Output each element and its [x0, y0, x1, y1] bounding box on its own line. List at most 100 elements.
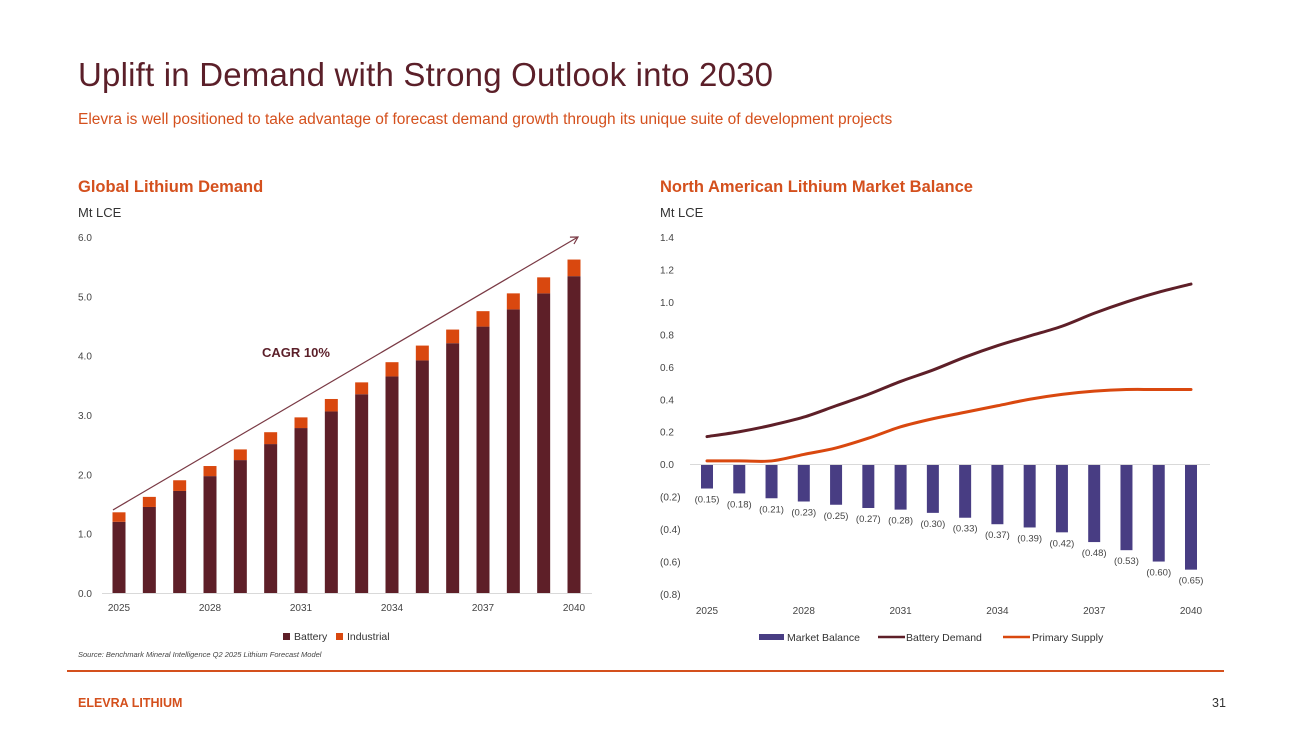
left-y-tick: 2.0 [78, 470, 92, 481]
bar-market-balance-2034 [991, 464, 1004, 525]
bar-market-balance-2033 [959, 464, 972, 518]
left-y-tick: 3.0 [78, 411, 92, 422]
market-balance-data-label: (0.39) [1017, 533, 1042, 544]
bar-battery-2029 [233, 460, 247, 593]
left-chart-title: Global Lithium Demand [78, 178, 264, 196]
bar-industrial-2028 [203, 466, 217, 477]
bar-market-balance-2027 [765, 464, 778, 499]
left-x-tick: 2025 [108, 603, 131, 614]
footer-divider [67, 670, 1224, 672]
right-x-tick: 2037 [1083, 606, 1106, 617]
bar-battery-2037 [476, 326, 490, 593]
left-x-tick: 2031 [290, 603, 313, 614]
right-y-tick: 0.8 [660, 330, 674, 341]
bar-battery-2026 [142, 506, 156, 593]
bar-battery-2033 [355, 394, 369, 593]
right-x-tick: 2040 [1180, 606, 1203, 617]
left-y-tick: 4.0 [78, 352, 92, 363]
left-x-tick: 2040 [563, 603, 586, 614]
market-balance-data-label: (0.48) [1082, 548, 1107, 559]
bar-market-balance-2025 [701, 464, 713, 489]
right-y-tick: 0.6 [660, 363, 674, 374]
na-market-balance-chart: (0.8) (0.6) (0.4) (0.2) 0.0 0.2 0.4 0.6 0.8 1.0 1.… [660, 233, 1210, 644]
market-balance-data-label: (0.23) [791, 508, 816, 519]
bar-battery-2032 [324, 411, 338, 593]
bar-industrial-2038 [506, 293, 520, 310]
bar-battery-2034 [385, 376, 399, 593]
market-balance-data-label: (0.60) [1146, 568, 1171, 579]
left-chart-legend: Battery Industrial [283, 631, 390, 643]
bar-market-balance-2030 [862, 464, 875, 508]
market-balance-data-label: (0.42) [1050, 538, 1075, 549]
legend-swatch-market-balance [759, 634, 784, 640]
bar-industrial-2037 [476, 311, 490, 327]
left-x-tick: 2037 [472, 603, 495, 614]
bar-battery-2040 [567, 276, 581, 593]
bar-battery-2031 [294, 428, 308, 593]
left-x-tick: 2028 [199, 603, 222, 614]
right-x-tick: 2031 [889, 606, 912, 617]
right-chart-legend: Market Balance Battery Demand Primary Su… [759, 632, 1104, 644]
market-balance-data-label: (0.27) [856, 514, 881, 525]
bar-market-balance-2035 [1023, 464, 1036, 528]
primary-supply-line [705, 387, 1193, 463]
right-y-tick: (0.6) [660, 558, 681, 569]
bar-market-balance-2039 [1152, 464, 1165, 562]
market-balance-data-label: (0.65) [1179, 576, 1204, 587]
bar-industrial-2030 [264, 432, 278, 445]
page-subtitle: Elevra is well positioned to take advant… [78, 111, 893, 128]
bar-industrial-2040 [567, 259, 581, 277]
right-y-tick: (0.4) [660, 525, 681, 536]
bar-market-balance-2040 [1185, 464, 1197, 570]
right-x-tick: 2028 [793, 606, 816, 617]
right-y-tick: 0.2 [660, 428, 674, 439]
bar-industrial-2036 [446, 329, 460, 344]
bar-battery-2025 [112, 521, 126, 593]
cagr-label: CAGR 10% [262, 345, 330, 360]
cagr-trend-arrow [112, 236, 580, 511]
legend-label-primary-supply: Primary Supply [1032, 632, 1104, 644]
battery-demand-line [705, 282, 1193, 439]
left-y-tick: 1.0 [78, 530, 92, 541]
bar-market-balance-2038 [1120, 464, 1133, 551]
bar-industrial-2026 [142, 496, 156, 507]
bar-industrial-2034 [385, 362, 399, 377]
right-y-tick: 1.2 [660, 265, 674, 276]
bar-battery-2030 [264, 444, 278, 593]
legend-label-industrial: Industrial [347, 631, 390, 643]
page-number: 31 [1212, 696, 1226, 710]
global-lithium-demand-chart: 0.0 1.0 2.0 3.0 4.0 5.0 6.0 2025 2028 2031 2034 20… [78, 233, 592, 643]
right-y-tick: 1.4 [660, 233, 674, 244]
left-y-tick: 6.0 [78, 233, 92, 244]
right-y-tick: 1.0 [660, 298, 674, 309]
right-chart-unit: Mt LCE [660, 205, 704, 220]
bar-battery-2028 [203, 476, 217, 593]
brand-name: ELEVRA LITHIUM [78, 696, 183, 710]
market-balance-data-label: (0.18) [727, 499, 752, 510]
bar-industrial-2029 [233, 449, 247, 461]
right-chart-title: North American Lithium Market Balance [660, 178, 973, 196]
bar-industrial-2031 [294, 417, 308, 429]
right-y-tick: 0.4 [660, 395, 674, 406]
bar-battery-2035 [415, 360, 429, 593]
market-balance-data-label: (0.33) [953, 524, 978, 535]
market-balance-data-label: (0.30) [920, 519, 945, 530]
right-x-tick: 2034 [986, 606, 1009, 617]
source-note: Source: Benchmark Mineral Intelligence Q… [78, 650, 322, 659]
left-y-tick: 5.0 [78, 292, 92, 303]
legend-label-market-balance: Market Balance [787, 632, 860, 644]
bar-market-balance-2037 [1088, 464, 1101, 543]
bar-market-balance-2036 [1055, 464, 1068, 533]
bar-market-balance-2031 [894, 464, 907, 510]
bar-market-balance-2026 [733, 464, 746, 494]
bar-battery-2036 [446, 343, 460, 593]
bar-industrial-2035 [415, 345, 429, 361]
legend-swatch-battery [283, 633, 290, 640]
bar-industrial-2025 [112, 512, 126, 522]
bar-industrial-2033 [355, 382, 369, 395]
bar-battery-2039 [537, 293, 551, 593]
market-balance-data-label: (0.37) [985, 530, 1010, 541]
legend-swatch-industrial [336, 633, 343, 640]
market-balance-data-label: (0.53) [1114, 556, 1139, 567]
market-balance-data-label: (0.15) [695, 495, 720, 506]
